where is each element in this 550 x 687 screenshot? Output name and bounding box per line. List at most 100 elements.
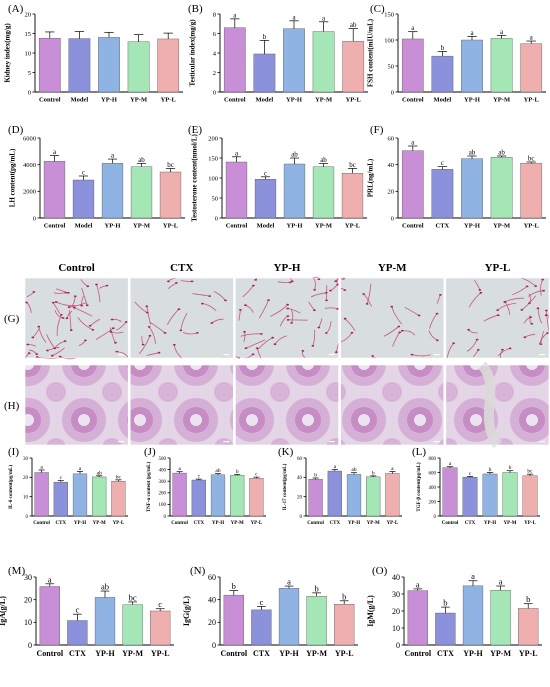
sperm-cell xyxy=(55,301,77,307)
sperm-cell xyxy=(392,332,401,347)
y-tick-label: 200 xyxy=(208,135,218,142)
sperm-head xyxy=(520,309,524,311)
micrograph-background xyxy=(25,278,129,358)
bar xyxy=(502,472,518,517)
bar xyxy=(341,172,364,219)
sperm-head xyxy=(313,289,316,291)
bar xyxy=(130,166,153,219)
sperm-head xyxy=(467,328,470,331)
sperm-cell xyxy=(81,287,88,306)
category-label: YP-L xyxy=(163,223,179,230)
sperm-head xyxy=(50,354,54,357)
sperm-head xyxy=(88,324,92,327)
sperm-head xyxy=(397,325,401,328)
significance-letter: a xyxy=(322,14,326,22)
sperm-cell xyxy=(428,330,438,341)
significance-letter: b xyxy=(314,473,317,479)
category-label: Control xyxy=(37,649,64,658)
bar xyxy=(94,597,116,646)
significance-letter: ab xyxy=(351,467,356,473)
bar xyxy=(407,590,428,646)
sperm-cell xyxy=(383,326,400,337)
sperm-cell xyxy=(504,297,524,303)
sperm-head xyxy=(145,305,149,308)
category-label: YP-H xyxy=(287,223,303,230)
y-tick-label: 6000 xyxy=(23,135,36,142)
scale-bar xyxy=(433,441,440,443)
sperm-head xyxy=(503,301,507,303)
sperm-head xyxy=(435,339,439,342)
sperm-head xyxy=(179,329,183,332)
sperm-head xyxy=(476,349,480,351)
significance-letter: ab xyxy=(350,21,357,29)
micrograph-row-label: (G) xyxy=(4,313,20,325)
scale-bar xyxy=(118,441,125,443)
category-label: Model xyxy=(434,97,452,104)
significance-letter: a xyxy=(111,152,115,160)
category-label: YP-M xyxy=(315,223,332,230)
sperm-cell xyxy=(402,330,416,336)
y-tick-label: 4 xyxy=(213,50,217,57)
sperm-head xyxy=(541,278,545,281)
bar xyxy=(461,158,483,219)
sperm-cell xyxy=(146,306,151,325)
y-tick-label: 200 xyxy=(429,500,437,505)
sperm-head xyxy=(311,345,315,347)
micrograph-background xyxy=(235,278,339,358)
sperm-cell xyxy=(258,299,269,319)
sperm-head xyxy=(27,352,31,355)
micrograph-group-label: CTX xyxy=(170,262,193,274)
panel-label: (M) xyxy=(8,565,25,577)
bar xyxy=(461,39,483,93)
bar xyxy=(278,588,300,646)
sperm-cell xyxy=(56,314,62,337)
category-label: YP-H xyxy=(74,521,86,526)
sperm-head xyxy=(329,289,332,292)
significance-letter: a xyxy=(416,579,420,589)
significance-letter: c xyxy=(469,471,472,477)
category-label: Control xyxy=(405,649,432,658)
significance-letter: ab xyxy=(320,156,327,164)
sperm-head xyxy=(286,319,290,321)
significance-letter: a xyxy=(292,13,296,21)
sperm-head xyxy=(439,294,442,296)
sperm-cell xyxy=(211,318,224,324)
bar xyxy=(230,475,245,517)
bar xyxy=(283,28,305,93)
sperm-head xyxy=(91,328,95,331)
sperm-head xyxy=(362,293,365,295)
sperm-head xyxy=(508,347,512,350)
bar xyxy=(462,585,484,646)
micrograph-grid: Control CTX YP-H YP-M YP-L (G) (H) xyxy=(4,262,550,448)
category-label: YP-H xyxy=(464,97,480,104)
significance-letter: b xyxy=(526,594,530,604)
micrograph-group-label: YP-H xyxy=(274,262,301,274)
bar xyxy=(251,609,272,646)
sperm-head xyxy=(435,312,439,315)
y-tick-label: 400 xyxy=(429,486,437,491)
category-label: YP-H xyxy=(105,223,121,230)
category-label: Control xyxy=(402,97,424,104)
chart-o: (O) 0 10 20 30 40 IgM(g/L) a Control b CTX a YP-H a YP… xyxy=(366,565,542,658)
bar xyxy=(68,38,91,93)
category-label: Control xyxy=(171,521,188,526)
chart-c: (C) 0 50 100 150 FSH content(mIU/mL) a Control b… xyxy=(367,3,546,104)
sperm-cell xyxy=(466,339,478,352)
sperm-head xyxy=(350,331,354,334)
sperm-head xyxy=(59,313,63,316)
sperm-cell xyxy=(149,321,166,334)
testis-micrograph xyxy=(445,361,550,448)
significance-letter: c xyxy=(158,599,162,609)
sperm-head xyxy=(208,295,212,297)
panel-label: (O) xyxy=(372,565,388,577)
sperm-cell xyxy=(167,308,180,325)
y-tick-label: 0 xyxy=(26,515,29,520)
bar xyxy=(308,479,323,517)
category-label: CTX xyxy=(465,521,476,526)
bar xyxy=(490,38,513,93)
y-tick-label: 800 xyxy=(429,457,437,462)
significance-letter: bc xyxy=(116,474,122,480)
category-label: Control xyxy=(39,97,61,104)
bar xyxy=(482,473,498,517)
bar xyxy=(127,41,150,93)
